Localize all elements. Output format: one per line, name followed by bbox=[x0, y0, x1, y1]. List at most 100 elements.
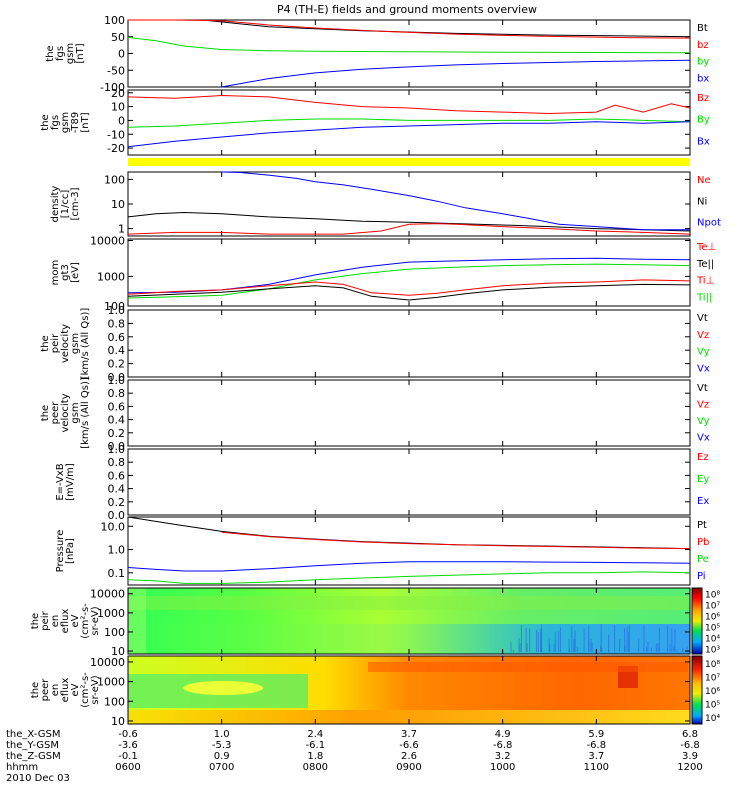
series-line-Npot bbox=[222, 172, 690, 230]
heatmap-start-edge bbox=[128, 588, 146, 654]
ytick-label: 1.0 bbox=[108, 443, 126, 456]
colorbar bbox=[692, 656, 702, 724]
heatmap-orange-band bbox=[368, 662, 688, 672]
ytick-label: 0.6 bbox=[108, 400, 126, 413]
series-line-Ni bbox=[128, 213, 690, 232]
xaxis-value: -6.8 bbox=[587, 740, 607, 751]
ylabel-line: sr-eV) bbox=[90, 606, 101, 635]
ytick-label: 50 bbox=[111, 31, 125, 44]
xaxis-value: -6.1 bbox=[306, 740, 326, 751]
ylabel-line: sr-eV) bbox=[90, 675, 101, 704]
series-line-by bbox=[128, 37, 690, 52]
series-line-Bz bbox=[128, 96, 690, 114]
legend-item: Bt bbox=[697, 23, 708, 34]
series-line-bx bbox=[222, 60, 690, 87]
ytick-label: -10 bbox=[107, 128, 125, 141]
series-line-Tparai bbox=[128, 258, 690, 293]
ytick-label: 0.2 bbox=[108, 358, 126, 371]
legend-item: Pb bbox=[697, 537, 709, 548]
ytick-label: 0.1 bbox=[108, 567, 126, 580]
ytick-label: 100 bbox=[104, 173, 125, 186]
xaxis-value: -6.8 bbox=[493, 740, 513, 751]
series-line-Te bbox=[128, 284, 690, 300]
legend-item: Ni bbox=[697, 196, 707, 207]
legend-item: Vx bbox=[697, 433, 710, 444]
xaxis-value: 0800 bbox=[303, 762, 328, 773]
ytick-label: 0 bbox=[118, 48, 125, 61]
xaxis-value: -6.8 bbox=[680, 740, 700, 751]
ylabel-line: [km/s (All Qs)] bbox=[80, 377, 91, 449]
ylabel-line: [nT] bbox=[80, 112, 91, 132]
legend-item: Vy bbox=[697, 347, 710, 358]
heatmap-band-high bbox=[128, 596, 690, 610]
figure-title: P4 (TH-E) fields and ground moments over… bbox=[277, 3, 537, 16]
ytick-label: 0 bbox=[118, 114, 125, 127]
ytick-label: 1.0 bbox=[108, 374, 126, 387]
colorbar-tick-label: 10⁵ bbox=[705, 701, 720, 711]
separator-strip bbox=[128, 158, 690, 166]
legend-item: Bz bbox=[697, 93, 709, 104]
xaxis-value: 3.9 bbox=[682, 751, 698, 762]
legend-item: Pi bbox=[697, 571, 706, 582]
xaxis-value: 1.8 bbox=[307, 751, 323, 762]
colorbar-tick-label: 10⁵ bbox=[705, 624, 720, 634]
xaxis-value: 1.0 bbox=[214, 729, 230, 740]
colorbar-tick-label: 10⁷ bbox=[705, 602, 720, 612]
ytick-label: 0.8 bbox=[108, 387, 126, 400]
ytick-label: 0.2 bbox=[108, 427, 126, 440]
ylabel-line: [mV/m] bbox=[65, 463, 76, 501]
ylabel-line: [km/s (All Qs)] bbox=[80, 308, 91, 380]
legend-item: bz bbox=[697, 40, 709, 51]
panel-p6: 1.00.80.60.40.20.0the peer velocity gsm [km/… bbox=[40, 374, 710, 453]
ytick-label: 100 bbox=[104, 14, 125, 27]
ytick-label: 10000 bbox=[90, 234, 125, 247]
colorbar-tick-label: 10⁸ bbox=[705, 660, 720, 670]
series-line-Bt bbox=[203, 20, 690, 37]
xaxis-value: 3.7 bbox=[588, 751, 604, 762]
ytick-label: 0.4 bbox=[108, 483, 126, 496]
xaxis-value: 4.9 bbox=[495, 729, 511, 740]
ytick-label: 100 bbox=[104, 695, 125, 708]
ytick-label: 10000 bbox=[90, 656, 125, 669]
ytick-label: 0.8 bbox=[108, 317, 126, 330]
xaxis-value: -0.1 bbox=[118, 751, 138, 762]
panel-p3: 100101density [1/cc] [cm-3]NeNiNpot bbox=[50, 172, 721, 236]
legend-item: Pt bbox=[697, 520, 707, 531]
xaxis-value: 2.6 bbox=[401, 751, 417, 762]
legend-item: By bbox=[697, 115, 710, 126]
colorbar-tick-label: 10³ bbox=[705, 646, 720, 656]
ytick-label: 10 bbox=[111, 101, 125, 114]
legend-item: Ey bbox=[697, 474, 709, 485]
xaxis-value: 0700 bbox=[209, 762, 234, 773]
xaxis-row-label: the_Z-GSM bbox=[6, 751, 61, 762]
ytick-label: 10 bbox=[111, 198, 125, 211]
ytick-label: 20 bbox=[111, 87, 125, 100]
ylabel-line: [eV] bbox=[70, 262, 81, 283]
legend-item: Vt bbox=[697, 313, 708, 324]
panel-p10: 10000100010010the peer en eflux eV (cm²-s-sr-… bbox=[30, 656, 720, 728]
colorbar-tick-label: 10⁶ bbox=[705, 687, 720, 697]
colorbar bbox=[692, 588, 702, 654]
ytick-label: 0.6 bbox=[108, 331, 126, 344]
xaxis-date: 2010 Dec 03 bbox=[6, 773, 70, 784]
ytick-label: 1000 bbox=[97, 607, 125, 620]
panel-frame bbox=[128, 310, 690, 377]
panel-p1: 100 50 0 -50 -100 the fgs gsm [nT] Bt bz by bx bbox=[45, 14, 709, 94]
xaxis-value: 1100 bbox=[584, 762, 609, 773]
legend-item: Bx bbox=[697, 136, 710, 147]
ytick-label: 0.8 bbox=[108, 456, 126, 469]
colorbar-tick-label: 10⁴ bbox=[705, 714, 720, 724]
ylabel-line: [nT] bbox=[75, 43, 86, 63]
panel-p8: 10.01.00.1Pressure [nPa]PtPbPePi bbox=[55, 517, 709, 585]
colorbar-tick-label: 10⁸ bbox=[705, 591, 720, 601]
heatmap-yellow-spot bbox=[183, 681, 263, 695]
xaxis-value: 1000 bbox=[490, 762, 515, 773]
ytick-label: -20 bbox=[107, 142, 125, 155]
panel-frame bbox=[128, 517, 690, 585]
ytick-label: 0.4 bbox=[108, 414, 126, 427]
series-line-Pb bbox=[222, 532, 690, 548]
series-line-Pi bbox=[128, 562, 690, 571]
xaxis-value: 6.8 bbox=[682, 729, 698, 740]
ytick-label: 10 bbox=[111, 715, 125, 728]
xaxis-row-label: the_X-GSM bbox=[6, 729, 60, 740]
